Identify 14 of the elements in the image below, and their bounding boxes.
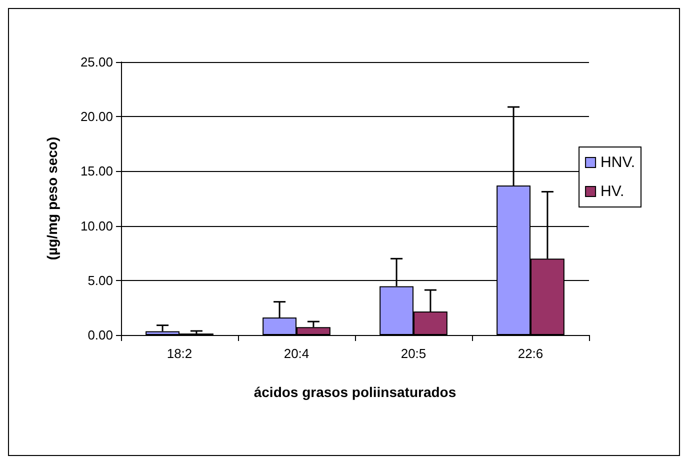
- x-tick-label: 22:6: [518, 346, 544, 361]
- y-axis-title: (µg/mg peso seco): [44, 136, 60, 260]
- y-tick-label: 5.00: [88, 272, 113, 288]
- legend-label: HV.: [600, 183, 624, 200]
- y-tick-label: 0.00: [88, 328, 113, 342]
- x-tick-label: 18:2: [166, 346, 192, 361]
- y-tick-label: 15.00: [80, 164, 113, 179]
- legend-label: HNV.: [600, 154, 636, 171]
- x-tick-label: 20:4: [284, 346, 310, 361]
- y-tick-label: 10.00: [80, 218, 113, 234]
- x-axis-title: ácidos grasos poliinsaturados: [254, 384, 456, 400]
- y-tick-label: 25.00: [80, 54, 113, 70]
- y-tick-label: 20.00: [80, 109, 113, 124]
- x-tick-label: 20:5: [400, 346, 426, 361]
